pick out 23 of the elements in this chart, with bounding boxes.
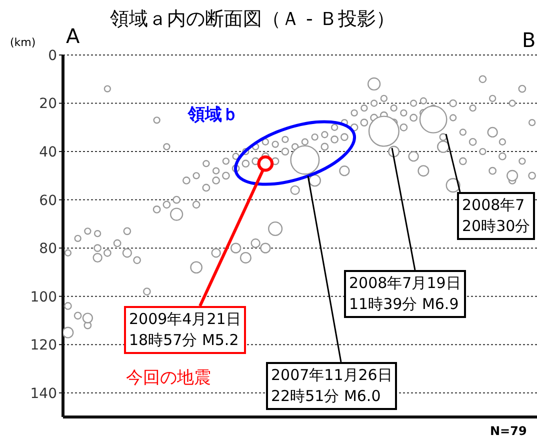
annotation: 領域ｂ: [188, 104, 239, 126]
y-tick-label: 120: [30, 338, 57, 354]
y-tick-label: 60: [39, 192, 57, 209]
y-tick-label: 20: [39, 96, 57, 112]
y-tick-label: 140: [30, 386, 57, 402]
y-tick-label: 100: [30, 289, 57, 306]
annotation: 2007年11月26日: [271, 365, 392, 386]
text: A: [66, 24, 80, 48]
text: B: [522, 28, 536, 52]
annotation: 18時57分 M5.2: [129, 330, 240, 351]
annotation: 11時39分 M6.9: [349, 294, 460, 315]
annotation: 2009年4月21日: [129, 309, 241, 330]
y-tick-label: 80: [39, 241, 57, 258]
annotation: 2008年7: [462, 195, 526, 216]
y-tick-label: 40: [39, 144, 57, 161]
y-axis-title: (km): [10, 36, 36, 49]
text: N=79: [490, 424, 527, 438]
annotation: 20時30分: [462, 216, 530, 237]
y-tick-label: 0: [48, 48, 57, 64]
annotation: 2008年7月19日: [349, 273, 461, 294]
annotation: 22時51分 M6.0: [271, 386, 382, 407]
chart-title: 領域ａ内の断面図（Ａ - Ｂ投影）: [110, 7, 395, 32]
annotation: 今回の地震: [126, 367, 211, 389]
